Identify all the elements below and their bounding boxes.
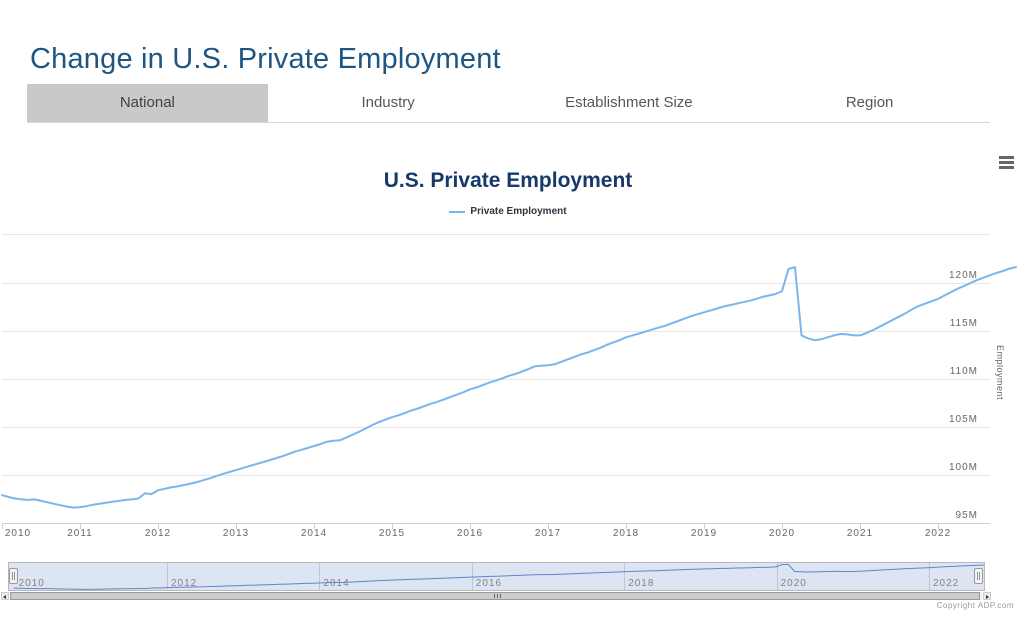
x-axis-label: 2016	[456, 528, 484, 539]
scrollbar-thumb[interactable]	[10, 592, 980, 600]
navigator-year-label: 2018	[628, 578, 655, 589]
x-axis-label: 2021	[846, 528, 874, 539]
navigator-year-label: 2012	[171, 578, 198, 589]
navigator-left-handle[interactable]	[9, 568, 18, 584]
x-axis-label: 2022	[924, 528, 952, 539]
x-axis-label: 2020	[768, 528, 796, 539]
y-axis-label: 95M	[955, 510, 978, 521]
y-axis-label: 115M	[949, 317, 978, 329]
scrollbar-grip-icon	[494, 594, 502, 598]
y-axis-label: 105M	[948, 413, 978, 425]
x-axis-tick	[470, 523, 471, 529]
navigator[interactable]: 2010 2012 2014 2016 2018 2020 2022	[8, 562, 985, 591]
x-axis-tick	[236, 523, 237, 529]
y-axis-label: 120M	[948, 269, 978, 281]
tab-national[interactable]: National	[27, 84, 268, 122]
x-axis-tick	[314, 523, 315, 529]
y-gridline	[2, 234, 990, 236]
hamburger-icon[interactable]	[999, 156, 1014, 169]
chart-title: U.S. Private Employment	[383, 169, 633, 193]
x-axis-label: 2018	[612, 528, 640, 539]
x-axis-tick	[158, 523, 159, 529]
y-gridline	[2, 426, 990, 428]
x-axis-label: 2015	[378, 528, 406, 539]
x-axis-tick	[548, 523, 549, 529]
x-axis-tick	[860, 523, 861, 529]
scrollbar-left-arrow-icon[interactable]	[1, 592, 9, 600]
scrollbar-right-arrow-icon[interactable]	[983, 592, 991, 600]
x-axis-label: 2010	[4, 528, 32, 539]
y-gridline	[2, 474, 990, 476]
x-axis-tick	[626, 523, 627, 529]
y-gridline	[2, 330, 990, 332]
y-axis-title: Employment	[995, 345, 1005, 401]
tab-bar: National Industry Establishment Size Reg…	[27, 84, 990, 123]
page-title: Change in U.S. Private Employment	[30, 43, 501, 76]
x-axis-line	[2, 523, 990, 524]
x-axis-tick	[938, 523, 939, 529]
navigator-year-label: 2020	[780, 578, 807, 589]
navigator-gridline	[319, 563, 321, 590]
navigator-year-label: 2014	[323, 578, 350, 589]
x-axis-label: 2013	[222, 528, 250, 539]
y-axis-label: 100M	[948, 461, 978, 473]
legend[interactable]: Private Employment	[0, 206, 1016, 217]
x-axis-label: 2019	[690, 528, 718, 539]
navigator-year-label: 2022	[933, 578, 960, 589]
navigator-gridline	[167, 563, 168, 590]
x-axis-label: 2017	[534, 528, 562, 539]
x-axis-tick	[2, 523, 3, 529]
x-axis-label: 2014	[300, 528, 328, 539]
x-axis-tick	[392, 523, 393, 529]
tab-region[interactable]: Region	[749, 84, 990, 122]
x-axis-label: 2012	[144, 528, 172, 539]
navigator-gridline	[624, 563, 626, 590]
navigator-gridline	[471, 563, 473, 590]
x-axis-tick	[704, 523, 705, 529]
x-axis-tick	[80, 523, 81, 529]
navigator-gridline	[929, 563, 930, 590]
x-axis-label: 2011	[67, 528, 93, 539]
copyright-text: Copyright ADP.com	[936, 601, 1014, 610]
y-gridline	[2, 282, 990, 284]
legend-label: Private Employment	[470, 206, 567, 217]
x-axis-tick	[782, 523, 783, 529]
navigator-right-handle[interactable]	[974, 568, 983, 584]
legend-line-icon	[449, 210, 466, 213]
navigator-year-label: 2010	[18, 578, 45, 589]
navigator-year-label: 2016	[475, 578, 503, 589]
tab-establishment-size[interactable]: Establishment Size	[508, 84, 750, 122]
navigator-gridline	[776, 563, 778, 590]
y-gridline	[2, 378, 990, 380]
tab-industry[interactable]: Industry	[267, 84, 509, 122]
y-axis-label: 110M	[949, 365, 978, 377]
